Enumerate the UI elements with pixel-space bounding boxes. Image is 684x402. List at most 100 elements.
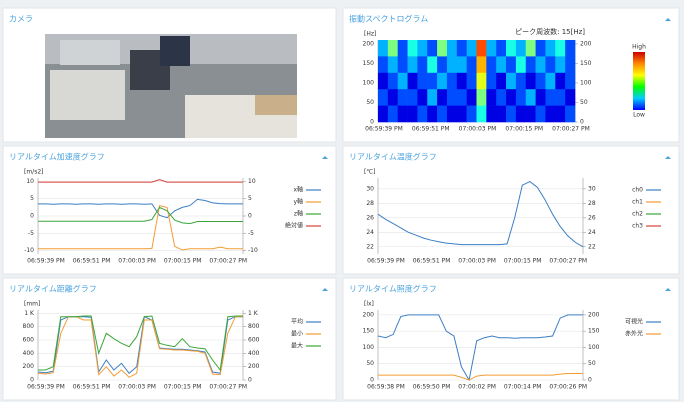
panel-title: 振動スペクトログラム bbox=[349, 14, 428, 24]
heat-cell bbox=[555, 89, 565, 106]
camera-image bbox=[45, 34, 297, 138]
heat-cell bbox=[398, 73, 408, 90]
heat-cell bbox=[398, 106, 408, 123]
x-tick-label: 06:59:39 PM bbox=[367, 258, 405, 265]
heat-cell bbox=[388, 89, 398, 106]
heat-cell bbox=[516, 89, 526, 106]
heat-cell bbox=[536, 40, 546, 57]
y2-tick-label: 0 bbox=[248, 213, 252, 220]
x-tick-label: 06:59:39 PM bbox=[27, 258, 65, 265]
y-tick-label: 0 bbox=[30, 213, 34, 220]
heat-cell bbox=[545, 106, 555, 123]
y2-tick-label: -10 bbox=[248, 247, 258, 254]
heat-cell bbox=[408, 106, 418, 123]
x-tick-label: 07:00:27 PM bbox=[549, 258, 587, 265]
heat-cell bbox=[427, 89, 437, 106]
heat-cell bbox=[417, 89, 427, 106]
y-tick-label: 30 bbox=[366, 185, 374, 192]
heat-cell bbox=[447, 56, 457, 73]
y-tick-label: 26 bbox=[366, 214, 374, 221]
y2-tick-label: 5 bbox=[248, 195, 252, 202]
heat-cell bbox=[486, 73, 496, 90]
heat-cell bbox=[536, 56, 546, 73]
legend-label: 最大 bbox=[291, 342, 303, 350]
panel bbox=[3, 278, 336, 400]
heat-cell bbox=[536, 73, 546, 90]
y2-tick-label: 50 bbox=[580, 99, 588, 106]
heat-cell bbox=[417, 40, 427, 57]
x-tick-label: 07:00:15 PM bbox=[164, 258, 202, 265]
panel-title: リアルタイム加速度グラフ bbox=[9, 152, 105, 162]
x-tick-label: 07:00:03 PM bbox=[459, 126, 497, 133]
heat-cell bbox=[427, 56, 437, 73]
y2-tick-label: 0 bbox=[580, 119, 584, 126]
y-axis-label: [℃] bbox=[364, 169, 375, 176]
panel bbox=[3, 146, 336, 274]
y-tick-label: 0 bbox=[370, 377, 374, 384]
x-tick-label: 07:00:27 PM bbox=[552, 126, 590, 133]
heat-cell bbox=[526, 89, 536, 106]
dashboard: カメラ振動スペクトログラム[Hz]05010015020005010015020… bbox=[0, 0, 684, 402]
y2-tick-label: 0 bbox=[248, 377, 252, 384]
y-tick-label: 10 bbox=[26, 178, 34, 185]
heat-cell bbox=[555, 40, 565, 57]
heat-cell bbox=[427, 73, 437, 90]
heat-cell bbox=[417, 106, 427, 123]
heat-cell bbox=[545, 89, 555, 106]
x-tick-label: 07:00:03 PM bbox=[118, 258, 156, 265]
heat-cell bbox=[486, 106, 496, 123]
heat-cell bbox=[565, 56, 575, 73]
y-tick-label: -5 bbox=[28, 230, 34, 237]
legend-label: ch0 bbox=[632, 187, 643, 194]
x-tick-label: 07:00:03 PM bbox=[118, 384, 156, 391]
heat-cell bbox=[388, 73, 398, 90]
y2-tick-label: 30 bbox=[588, 185, 596, 192]
heat-cell bbox=[437, 106, 447, 123]
heat-cell bbox=[427, 40, 437, 57]
heat-cell bbox=[467, 89, 477, 106]
legend-label: y軸 bbox=[293, 198, 303, 206]
heat-cell bbox=[388, 56, 398, 73]
heat-cell bbox=[496, 89, 506, 106]
heat-cell bbox=[457, 40, 467, 57]
heat-cell bbox=[545, 73, 555, 90]
heat-cell bbox=[496, 73, 506, 90]
heat-cell bbox=[437, 40, 447, 57]
legend-label: 可視光 bbox=[625, 318, 643, 326]
heat-cell bbox=[437, 73, 447, 90]
x-tick-label: 06:59:51 PM bbox=[412, 126, 450, 133]
y2-tick-label: 100 bbox=[588, 344, 600, 351]
heat-cell bbox=[486, 40, 496, 57]
heat-cell bbox=[496, 106, 506, 123]
heat-cell bbox=[447, 73, 457, 90]
heat-cell bbox=[378, 73, 388, 90]
legend-label: 赤外光 bbox=[625, 330, 643, 338]
heat-cell bbox=[437, 56, 447, 73]
y-axis-label: [m/s2] bbox=[24, 169, 44, 176]
y2-tick-label: 100 bbox=[580, 79, 592, 86]
x-tick-label: 07:00:14 PM bbox=[504, 384, 542, 391]
heat-cell bbox=[506, 40, 516, 57]
heat-cell bbox=[545, 56, 555, 73]
heat-cell bbox=[447, 106, 457, 123]
y-tick-label: 5 bbox=[30, 195, 34, 202]
y2-tick-label: 28 bbox=[588, 200, 596, 207]
heat-cell bbox=[378, 40, 388, 57]
x-tick-label: 07:00:15 PM bbox=[504, 258, 542, 265]
y-tick-label: 24 bbox=[366, 229, 374, 236]
heat-cell bbox=[477, 56, 487, 73]
y-tick-label: 200 bbox=[363, 311, 375, 318]
heat-cell bbox=[555, 106, 565, 123]
y-tick-label: 0 bbox=[30, 377, 34, 384]
heat-cell bbox=[545, 40, 555, 57]
heat-cell bbox=[457, 106, 467, 123]
annotation: ピーク周波数: 15[Hz] bbox=[515, 27, 585, 36]
y2-tick-label: 400 bbox=[248, 350, 260, 357]
x-tick-label: 07:00:15 PM bbox=[505, 126, 543, 133]
heat-cell bbox=[536, 106, 546, 123]
x-tick-label: 07:00:27 PM bbox=[209, 258, 247, 265]
y-tick-label: 50 bbox=[366, 99, 374, 106]
heat-cell bbox=[565, 106, 575, 123]
y-tick-label: 22 bbox=[366, 243, 374, 250]
x-tick-label: 06:59:39 PM bbox=[27, 384, 65, 391]
